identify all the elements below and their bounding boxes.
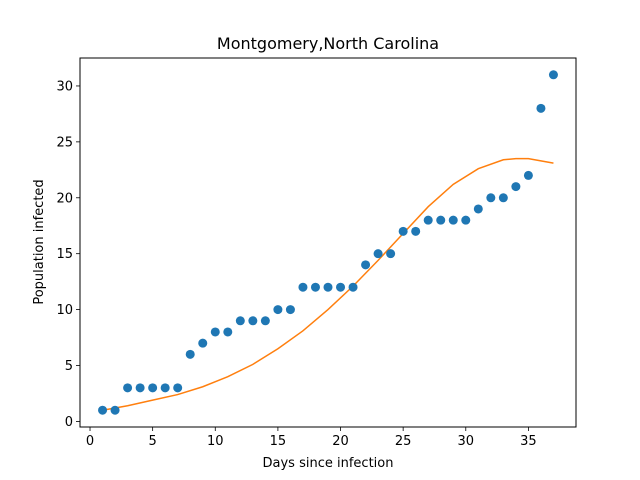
x-axis: 0 5 10 15 20 25 30 35 (86, 427, 537, 449)
x-tick-label: 0 (86, 434, 94, 449)
plot-area (98, 70, 558, 415)
data-point (448, 215, 458, 225)
data-point (210, 327, 220, 337)
y-tick-label: 25 (56, 135, 73, 150)
x-tick-label: 5 (149, 434, 157, 449)
x-axis-label: Days since infection (263, 456, 394, 471)
data-point (536, 103, 546, 113)
y-tick-label: 20 (56, 191, 73, 206)
x-tick-label: 30 (458, 434, 475, 449)
data-point (386, 249, 396, 259)
y-tick-label: 0 (65, 415, 73, 430)
data-point (411, 226, 421, 236)
data-point (373, 249, 383, 259)
data-point (235, 316, 245, 326)
data-point (461, 215, 471, 225)
data-point (98, 405, 108, 415)
data-point (298, 282, 308, 292)
data-point (310, 282, 320, 292)
data-point (486, 193, 496, 203)
data-point (498, 193, 508, 203)
data-point (110, 405, 120, 415)
y-axis-label: Population infected (32, 179, 47, 304)
data-point (160, 383, 170, 393)
data-point (260, 316, 270, 326)
data-point (185, 349, 195, 359)
data-point (135, 383, 145, 393)
x-tick-label: 20 (332, 434, 349, 449)
x-tick-label: 35 (520, 434, 537, 449)
y-tick-label: 15 (56, 247, 73, 262)
data-point (223, 327, 233, 337)
data-point (273, 305, 283, 315)
data-point (336, 282, 346, 292)
data-point (361, 260, 371, 270)
data-point (436, 215, 446, 225)
x-tick-label: 15 (270, 434, 287, 449)
data-point (473, 204, 483, 214)
axes-frame (79, 57, 577, 428)
data-point (285, 305, 295, 315)
data-point (198, 338, 208, 348)
x-tick-label: 25 (395, 434, 412, 449)
data-point (248, 316, 258, 326)
data-point (148, 383, 158, 393)
data-point (511, 182, 521, 192)
data-point (548, 70, 558, 80)
y-tick-label: 10 (56, 303, 73, 318)
data-point (173, 383, 183, 393)
data-point (423, 215, 433, 225)
y-tick-label: 5 (65, 359, 73, 374)
data-point (523, 170, 533, 180)
data-point (398, 226, 408, 236)
y-tick-label: 30 (56, 79, 73, 94)
x-tick-label: 10 (207, 434, 224, 449)
chart-title: Montgomery,North Carolina (217, 34, 439, 53)
data-point (348, 282, 358, 292)
y-axis: 0 5 10 15 20 25 30 (56, 79, 80, 430)
data-point (123, 383, 133, 393)
data-point (323, 282, 333, 292)
